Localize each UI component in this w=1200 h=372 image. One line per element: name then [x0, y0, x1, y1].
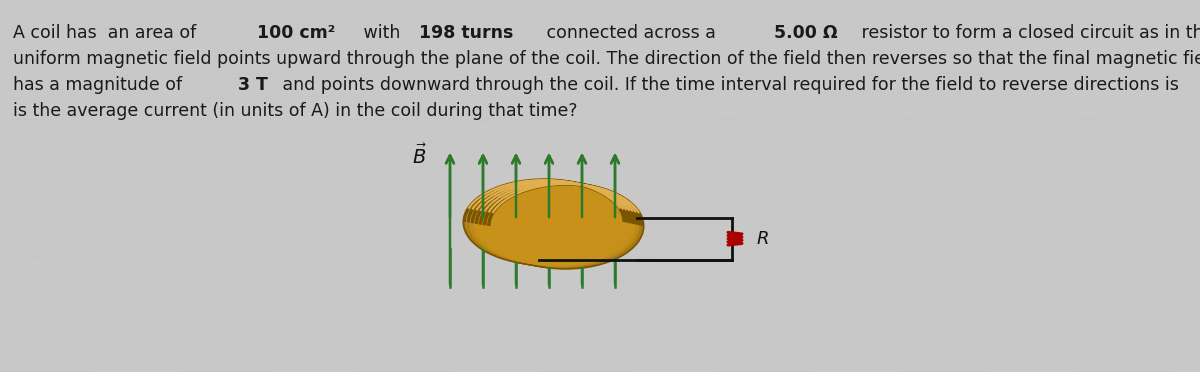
Text: uniform magnetic field points upward through the plane of the coil. The directio: uniform magnetic field points upward thr… — [13, 50, 1200, 68]
Text: 3 T: 3 T — [239, 76, 268, 94]
Ellipse shape — [485, 183, 640, 267]
Ellipse shape — [480, 183, 636, 267]
Text: $\vec{B}$: $\vec{B}$ — [413, 144, 427, 168]
Text: has a magnitude of: has a magnitude of — [13, 76, 187, 94]
Ellipse shape — [475, 182, 635, 266]
Text: A coil has  an area of: A coil has an area of — [13, 24, 202, 42]
Text: 100 cm²: 100 cm² — [257, 24, 335, 42]
Text: and points downward through the coil. If the time interval required for the fiel: and points downward through the coil. If… — [277, 76, 1184, 94]
Ellipse shape — [473, 181, 630, 265]
Ellipse shape — [488, 184, 643, 268]
Ellipse shape — [464, 180, 624, 264]
Text: with: with — [358, 24, 406, 42]
Text: 198 turns: 198 turns — [420, 24, 514, 42]
Text: connected across a: connected across a — [541, 24, 721, 42]
Text: 5.00 Ω: 5.00 Ω — [774, 24, 838, 42]
Text: is the average current (in units of A) in the coil during that time?: is the average current (in units of A) i… — [13, 102, 577, 120]
Ellipse shape — [468, 181, 628, 265]
Text: resistor to form a closed circuit as in the figure. Initially, a: resistor to form a closed circuit as in … — [856, 24, 1200, 42]
Ellipse shape — [476, 182, 634, 266]
Text: R: R — [757, 230, 769, 248]
